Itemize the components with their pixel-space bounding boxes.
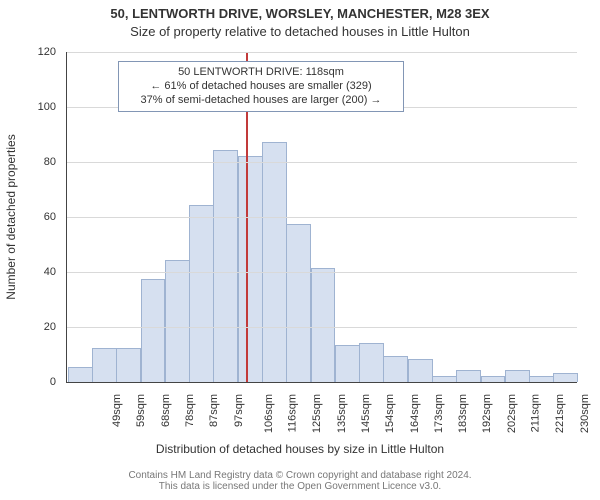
x-tick-label: 173sqm [433, 394, 445, 433]
y-tick-label: 20 [0, 321, 56, 333]
x-tick-label: 230sqm [579, 394, 591, 433]
bar [262, 142, 287, 382]
x-tick-label: 87sqm [208, 394, 220, 427]
x-tick-label: 116sqm [286, 394, 298, 432]
grid-line [67, 327, 577, 328]
y-tick-label: 120 [0, 46, 56, 58]
x-tick-label: 145sqm [360, 394, 372, 433]
bar [359, 343, 384, 383]
bar [238, 156, 263, 383]
chart-title-line1: 50, LENTWORTH DRIVE, WORSLEY, MANCHESTER… [0, 6, 600, 21]
bar [116, 348, 141, 382]
bar [335, 345, 360, 382]
x-tick-label: 202sqm [506, 394, 518, 433]
bar [189, 205, 214, 382]
x-tick-label: 211sqm [529, 394, 541, 432]
x-axis-label: Distribution of detached houses by size … [0, 442, 600, 456]
x-tick-label: 192sqm [482, 394, 494, 433]
y-tick-label: 60 [0, 211, 56, 223]
bar [141, 279, 166, 382]
x-tick-label: 125sqm [312, 394, 324, 433]
grid-line [67, 217, 577, 218]
y-tick-label: 100 [0, 101, 56, 113]
bar [286, 224, 311, 382]
bar [213, 150, 238, 382]
x-tick-label: 135sqm [336, 394, 348, 433]
bar [432, 376, 457, 383]
bar [92, 348, 117, 382]
annotation-box: 50 LENTWORTH DRIVE: 118sqm ← 61% of deta… [118, 61, 404, 112]
x-tick-label: 154sqm [384, 394, 396, 433]
bar [505, 370, 530, 382]
bar [456, 370, 481, 382]
x-tick-label: 164sqm [409, 394, 421, 433]
bar [311, 268, 336, 382]
x-tick-label: 78sqm [184, 394, 196, 427]
grid-line [67, 52, 577, 53]
x-tick-label: 59sqm [135, 394, 147, 427]
x-tick-label: 97sqm [233, 394, 245, 427]
chart-container: 50, LENTWORTH DRIVE, WORSLEY, MANCHESTER… [0, 0, 600, 500]
annotation-line2: ← 61% of detached houses are smaller (32… [127, 80, 395, 94]
bar [165, 260, 190, 382]
bar [68, 367, 93, 382]
bar [383, 356, 408, 382]
bar [408, 359, 433, 382]
x-tick-label: 106sqm [263, 394, 275, 433]
annotation-line1: 50 LENTWORTH DRIVE: 118sqm [127, 66, 395, 80]
bar [529, 376, 554, 383]
grid-line [67, 272, 577, 273]
y-tick-label: 40 [0, 266, 56, 278]
x-tick-label: 183sqm [457, 394, 469, 433]
y-tick-label: 0 [0, 376, 56, 388]
annotation-line3: 37% of semi-detached houses are larger (… [127, 94, 395, 108]
x-tick-label: 68sqm [160, 394, 172, 427]
x-tick-label: 49sqm [111, 394, 123, 427]
footer-note: Contains HM Land Registry data © Crown c… [0, 470, 600, 492]
x-tick-label: 221sqm [554, 394, 566, 433]
grid-line [67, 162, 577, 163]
bar [553, 373, 578, 382]
chart-title-line2: Size of property relative to detached ho… [0, 24, 600, 39]
bar [481, 376, 506, 383]
y-tick-label: 80 [0, 156, 56, 168]
